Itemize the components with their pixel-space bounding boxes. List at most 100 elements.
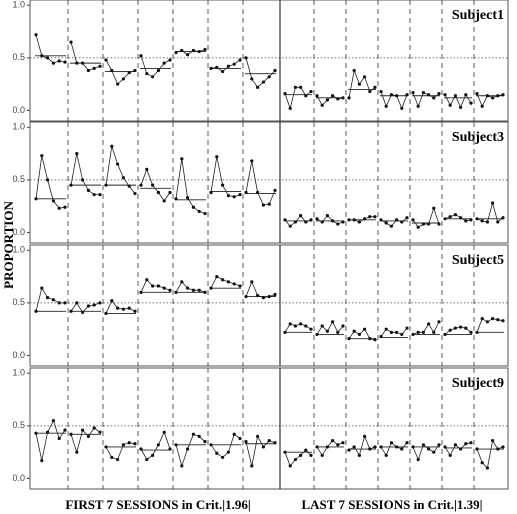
data-point bbox=[352, 218, 356, 222]
data-point bbox=[448, 328, 452, 332]
data-point bbox=[86, 68, 90, 73]
session-line bbox=[284, 86, 312, 110]
data-point bbox=[448, 103, 452, 107]
data-point bbox=[485, 466, 489, 470]
data-point bbox=[448, 215, 452, 219]
data-point bbox=[437, 320, 441, 324]
data-point bbox=[139, 183, 143, 187]
data-point bbox=[156, 443, 160, 447]
data-point bbox=[411, 90, 415, 95]
data-point bbox=[174, 51, 178, 55]
session-line bbox=[175, 433, 206, 468]
data-point bbox=[98, 301, 102, 305]
data-point bbox=[162, 199, 166, 203]
data-point bbox=[92, 193, 96, 197]
data-point bbox=[480, 219, 484, 223]
data-point bbox=[469, 101, 473, 105]
data-point bbox=[34, 33, 38, 37]
data-point bbox=[121, 77, 125, 81]
data-point bbox=[250, 280, 254, 284]
data-point bbox=[341, 220, 345, 224]
data-point bbox=[121, 176, 125, 180]
data-point bbox=[40, 154, 44, 158]
data-point bbox=[104, 445, 108, 449]
data-point bbox=[309, 327, 313, 331]
data-point bbox=[215, 155, 219, 159]
data-point bbox=[145, 457, 149, 462]
data-point bbox=[203, 440, 207, 444]
y-tick-label: 1.0 bbox=[12, 122, 25, 132]
data-point bbox=[288, 464, 292, 468]
data-point bbox=[283, 330, 287, 334]
data-point bbox=[400, 332, 404, 337]
data-point bbox=[357, 453, 361, 457]
data-point bbox=[69, 183, 73, 187]
data-point bbox=[416, 457, 420, 462]
data-point bbox=[373, 338, 377, 342]
data-point bbox=[304, 220, 308, 224]
session-line bbox=[105, 300, 136, 314]
data-point bbox=[186, 286, 190, 290]
data-point bbox=[63, 428, 67, 432]
data-point bbox=[469, 330, 473, 334]
data-point bbox=[453, 94, 457, 98]
data-point bbox=[180, 464, 184, 468]
data-point bbox=[261, 296, 265, 300]
data-point bbox=[267, 75, 271, 79]
data-point bbox=[405, 93, 409, 97]
data-point bbox=[209, 190, 213, 195]
data-point bbox=[98, 193, 102, 197]
data-point bbox=[110, 68, 114, 73]
data-point bbox=[496, 94, 500, 98]
data-point bbox=[491, 317, 495, 321]
data-point bbox=[244, 294, 248, 299]
data-point bbox=[151, 453, 155, 457]
data-point bbox=[267, 202, 271, 206]
data-point bbox=[168, 447, 172, 451]
data-point bbox=[368, 89, 372, 94]
data-point bbox=[174, 290, 178, 294]
y-tick-label: 0.0 bbox=[12, 473, 25, 483]
panel-frame bbox=[29, 0, 509, 122]
data-point bbox=[309, 453, 313, 457]
data-point bbox=[209, 443, 213, 447]
y-tick-label: 1.0 bbox=[12, 0, 25, 10]
data-point bbox=[127, 71, 131, 75]
data-point bbox=[174, 443, 178, 447]
session-line bbox=[70, 41, 101, 71]
data-point bbox=[315, 94, 319, 98]
session-line bbox=[316, 95, 344, 106]
data-point bbox=[81, 310, 85, 314]
session-line bbox=[412, 207, 440, 228]
data-point bbox=[320, 103, 324, 107]
data-point bbox=[46, 296, 50, 300]
data-point bbox=[293, 324, 297, 328]
data-point bbox=[98, 430, 102, 434]
data-point bbox=[400, 220, 404, 224]
data-point bbox=[363, 434, 367, 438]
data-point bbox=[416, 225, 420, 229]
data-point bbox=[221, 183, 225, 187]
data-point bbox=[363, 217, 367, 221]
data-point bbox=[453, 443, 457, 447]
data-point bbox=[34, 431, 38, 435]
y-tick-label: 0.0 bbox=[12, 350, 25, 360]
data-point bbox=[480, 104, 484, 108]
data-point bbox=[244, 56, 248, 60]
data-point bbox=[139, 290, 143, 294]
data-point bbox=[496, 447, 500, 451]
data-point bbox=[238, 436, 242, 441]
data-point bbox=[133, 309, 137, 313]
data-point bbox=[162, 286, 166, 290]
data-point bbox=[168, 190, 172, 195]
data-point bbox=[104, 183, 108, 187]
data-point bbox=[174, 197, 178, 201]
data-point bbox=[57, 59, 61, 63]
data-point bbox=[180, 280, 184, 284]
data-point bbox=[288, 322, 292, 326]
data-point bbox=[357, 332, 361, 337]
data-point bbox=[81, 61, 85, 65]
data-point bbox=[226, 64, 230, 68]
data-point bbox=[98, 64, 102, 68]
data-point bbox=[384, 453, 388, 457]
